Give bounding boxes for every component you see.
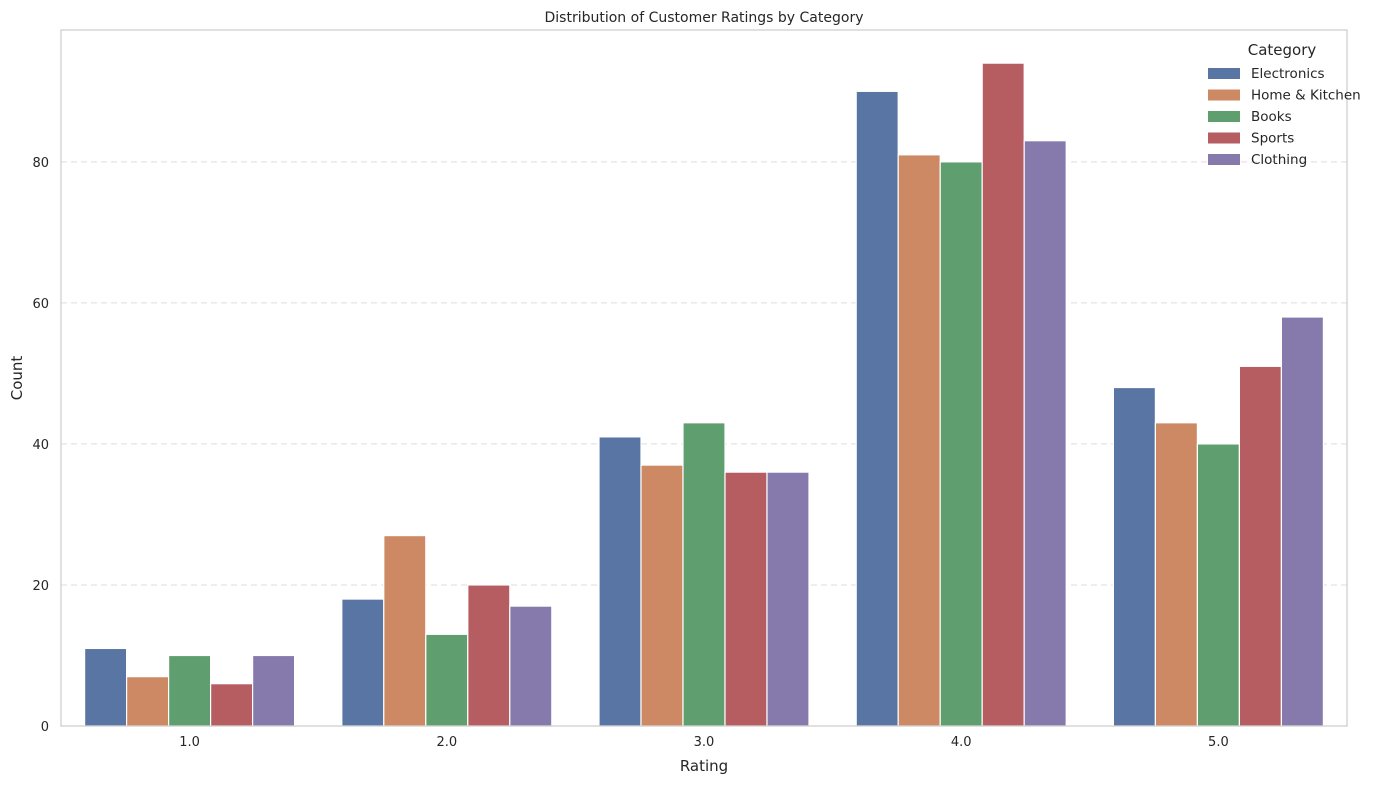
chart-title: Distribution of Customer Ratings by Cate… (545, 10, 864, 26)
legend-label: Sports (1251, 131, 1294, 147)
legend-title: Category (1248, 41, 1317, 59)
bar-sports (467, 584, 511, 727)
bar-clothing (766, 471, 810, 727)
legend-swatch (1208, 89, 1240, 101)
bar-clothing (509, 605, 553, 727)
bar-home-kitchen (640, 464, 684, 727)
y-tick-label: 20 (32, 579, 49, 594)
x-tick-label: 1.0 (179, 735, 200, 750)
bar-electronics (1112, 386, 1157, 727)
legend-swatch (1208, 111, 1240, 122)
x-tick-label: 3.0 (694, 735, 715, 750)
bar-clothing (252, 654, 296, 727)
legend-label: Home & Kitchen (1251, 88, 1361, 104)
bar-sports (210, 683, 254, 727)
x-tick-label: 2.0 (436, 735, 457, 750)
x-axis-label: Rating (680, 757, 728, 775)
bar-home-kitchen (897, 154, 941, 727)
bar-electronics (855, 90, 899, 727)
bar-clothing (1023, 140, 1067, 727)
bar-electronics (341, 598, 385, 727)
bar-home-kitchen (1154, 422, 1199, 727)
bar-clothing (1280, 316, 1325, 727)
bar-sports (724, 471, 768, 727)
bar-electronics (83, 647, 128, 727)
bar-books (168, 654, 212, 727)
bar-sports (981, 62, 1025, 727)
bar-books (939, 161, 983, 727)
bar-books (1196, 443, 1241, 727)
legend-swatch (1208, 132, 1240, 144)
legend-label: Books (1251, 109, 1292, 125)
legend-label: Clothing (1251, 152, 1307, 168)
y-axis-label: Count (8, 356, 26, 401)
bar-electronics (598, 436, 642, 727)
y-tick-label: 60 (32, 297, 49, 312)
bar-books (682, 422, 726, 727)
y-tick-label: 0 (41, 720, 49, 735)
x-tick-label: 5.0 (1208, 735, 1229, 750)
bar-home-kitchen (383, 535, 427, 727)
legend: Category Electronics Home & Kitchen Books S… (1208, 41, 1361, 168)
bar-home-kitchen (125, 676, 170, 727)
legend-swatch (1208, 68, 1240, 79)
bar-books (425, 633, 469, 727)
y-tick-label: 40 (32, 438, 49, 453)
legend-label: Electronics (1251, 66, 1325, 82)
y-tick-label: 80 (32, 156, 49, 171)
plot-frame (60, 29, 1348, 727)
legend-swatch (1208, 154, 1240, 165)
x-tick-label: 4.0 (951, 735, 972, 750)
bar-sports (1238, 365, 1283, 727)
